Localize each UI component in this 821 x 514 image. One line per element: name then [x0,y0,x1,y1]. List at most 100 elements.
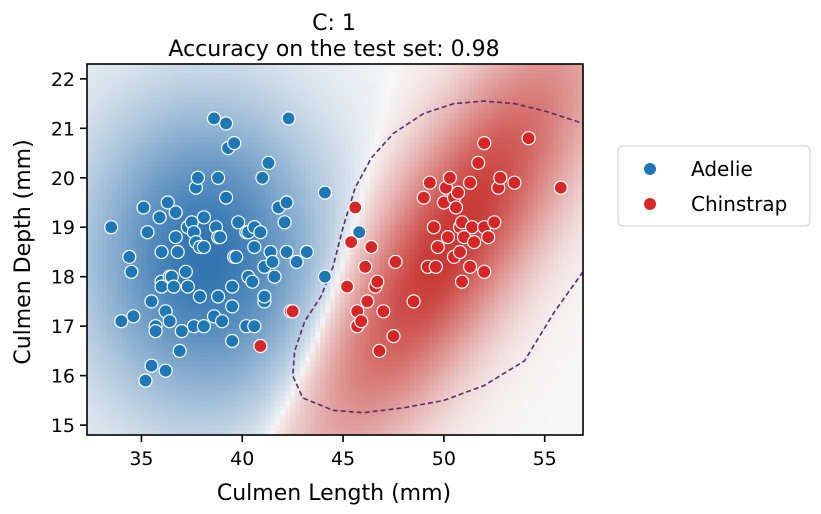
point-chinstrap [477,136,492,151]
point-chinstrap [370,274,385,289]
point-chinstrap [450,185,466,200]
point-adelie [231,215,246,230]
point-chinstrap [465,220,480,235]
point-chinstrap [521,131,536,146]
title-line-2: Accuracy on the test set: 0.98 [168,37,499,62]
point-adelie [140,225,155,240]
point-adelie [261,155,276,170]
point-chinstrap [358,259,373,274]
point-chinstrap [372,343,387,358]
point-adelie [192,289,207,304]
x-tick-label: 55 [533,448,557,470]
point-adelie [227,136,242,151]
point-adelie [245,274,260,289]
y-tick-label: 15 [51,415,75,437]
point-adelie [279,244,294,260]
point-adelie [114,314,129,329]
y-tick-label: 21 [51,118,75,140]
title: C: 1 Accuracy on the test set: 0.98 [168,11,499,62]
legend-marker-adelie [644,163,656,175]
point-chinstrap [360,294,375,309]
point-adelie [174,324,189,339]
point-adelie [215,314,230,329]
legend-frame [617,145,811,227]
point-adelie [277,215,292,230]
point-adelie [144,358,159,373]
point-chinstrap [463,259,478,274]
point-chinstrap [422,175,437,190]
point-adelie [247,239,262,255]
point-adelie [158,363,173,378]
point-chinstrap [348,200,363,215]
y-tick-label: 19 [51,217,75,239]
point-chinstrap [553,180,568,195]
point-chinstrap [477,264,492,279]
point-adelie [196,319,211,334]
point-adelie [206,111,222,126]
title-line-1: C: 1 [312,11,356,36]
point-adelie [168,230,183,245]
y-tick-label: 20 [51,168,75,190]
point-chinstrap [442,170,457,185]
point-adelie [267,269,282,284]
point-chinstrap [253,338,268,354]
y-axis-label: Culmen Depth (mm) [11,139,36,364]
point-adelie [160,195,175,210]
point-chinstrap [386,329,401,344]
point-adelie [154,244,169,260]
point-adelie [126,309,141,324]
point-adelie [225,279,240,294]
point-chinstrap [354,314,369,329]
point-adelie [124,264,139,279]
point-chinstrap [487,215,502,230]
point-adelie [138,373,153,388]
point-chinstrap [493,170,508,185]
y-axis: 15 16 17 18 19 20 21 22 [51,69,87,437]
point-adelie [170,244,185,260]
point-chinstrap [481,230,496,245]
point-chinstrap [507,175,522,190]
point-chinstrap [448,200,464,215]
point-adelie [247,319,262,334]
point-chinstrap [471,155,486,170]
y-tick-label: 22 [51,69,75,91]
point-adelie [219,116,234,131]
point-chinstrap [285,304,300,319]
point-adelie [211,170,226,185]
point-adelie [317,185,332,200]
y-tick-label: 16 [51,366,75,388]
point-adelie [279,195,294,210]
point-adelie [168,205,183,220]
point-adelie [104,220,119,235]
point-adelie [178,264,193,279]
point-chinstrap [454,274,470,289]
point-adelie [190,170,205,185]
decision-boundary [291,100,584,414]
point-adelie [166,279,181,294]
y-tick-label: 18 [51,267,75,289]
point-adelie [162,314,177,329]
legend-label-adelie: Adelie [691,157,753,181]
x-axis: 35 40 45 50 55 [129,435,557,470]
point-adelie [122,249,137,264]
point-adelie [225,333,240,349]
legend-marker-chinstrap [644,198,656,210]
point-adelie [172,343,187,358]
point-adelie [229,249,244,264]
point-chinstrap [426,220,441,235]
point-chinstrap [452,244,468,260]
point-chinstrap [430,239,445,255]
x-axis-label: Culmen Length (mm) [217,481,451,506]
point-chinstrap [388,254,403,269]
point-adelie [225,299,240,314]
point-adelie [265,254,280,269]
x-tick-label: 35 [129,448,153,470]
legend: Adelie Chinstrap [617,145,811,227]
point-adelie [211,289,226,304]
point-chinstrap [406,294,421,309]
point-chinstrap [364,239,379,255]
point-adelie [180,279,195,294]
legend-label-chinstrap: Chinstrap [691,192,787,216]
point-adelie [257,289,272,304]
data-points [104,111,568,388]
